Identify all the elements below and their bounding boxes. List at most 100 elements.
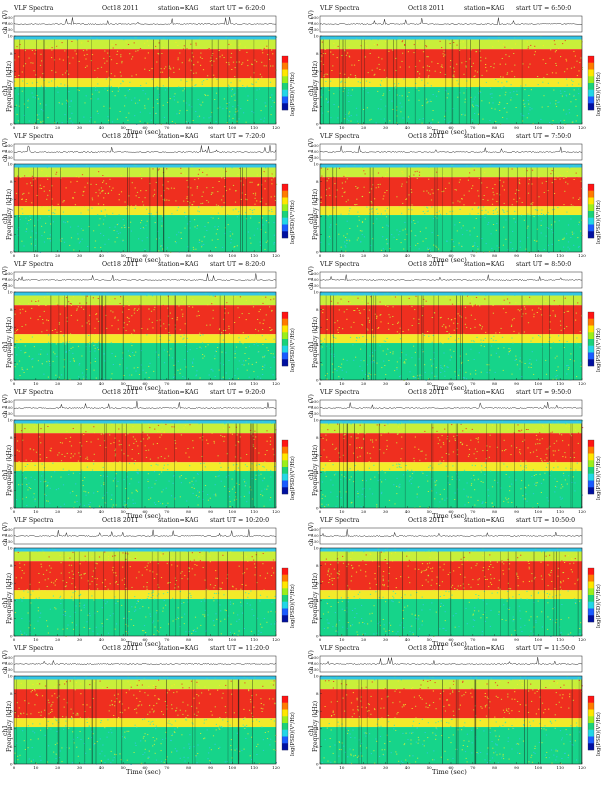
sferic-stripe (140, 295, 142, 380)
psd-cell (551, 182, 553, 184)
psd-cell (160, 456, 162, 458)
sferic-stripe (274, 423, 275, 508)
psd-cell (69, 492, 71, 494)
psd-cell (62, 201, 64, 203)
psd-cell (131, 492, 133, 494)
psd-cell (357, 187, 359, 189)
psd-cell (510, 99, 512, 101)
colorbar-segment (282, 480, 288, 488)
psd-cell (333, 355, 335, 357)
psd-cell (480, 339, 482, 341)
psd-cell (256, 200, 258, 202)
psd-cell (385, 374, 387, 376)
psd-cell (200, 347, 202, 349)
psd-cell (266, 469, 268, 471)
psd-cell (256, 61, 258, 63)
y-tick-label: 4 (10, 342, 13, 347)
psd-cell (239, 49, 241, 51)
psd-cell (230, 432, 232, 434)
psd-cell (115, 165, 117, 167)
psd-cell (21, 369, 23, 371)
psd-cell (263, 120, 265, 122)
psd-cell (274, 466, 276, 468)
psd-cell (247, 231, 249, 233)
psd-cell (226, 453, 228, 455)
psd-cell (346, 318, 348, 320)
psd-cell (567, 183, 569, 185)
psd-cell (262, 357, 264, 359)
psd-cell (167, 181, 169, 183)
psd-cell (149, 458, 151, 460)
psd-cell (174, 577, 176, 579)
psd-cell (400, 375, 402, 377)
psd-cell (334, 46, 336, 48)
psd-cell (557, 164, 559, 166)
psd-cell (345, 250, 347, 252)
psd-cell (520, 465, 522, 467)
psd-cell (66, 452, 68, 454)
psd-cell (387, 423, 389, 425)
psd-cell (500, 327, 502, 329)
y-tick-label: 0 (316, 505, 319, 510)
psd-cell (132, 499, 134, 501)
sferic-stripe (452, 39, 454, 124)
x-tick-label: 70 (470, 381, 476, 386)
x-tick-label: 40 (405, 509, 411, 514)
psd-cell (91, 197, 93, 199)
psd-cell (566, 233, 568, 235)
psd-cell (328, 89, 330, 91)
psd-cell (372, 293, 374, 295)
psd-cell (161, 491, 163, 493)
psd-cell (549, 336, 551, 338)
psd-cell (483, 345, 485, 347)
psd-cell (35, 300, 38, 302)
psd-cell (65, 102, 68, 104)
psd-cell (41, 463, 43, 465)
psd-cell (344, 241, 346, 243)
psd-cell (403, 78, 405, 80)
y-axis-label-top: ch 1 (V) (2, 266, 9, 290)
psd-cell (83, 378, 85, 380)
psd-cell (554, 51, 556, 53)
psd-cell (222, 195, 224, 197)
psd-cell (49, 190, 51, 192)
psd-cell (373, 360, 375, 362)
psd-cell (167, 469, 169, 471)
psd-cell (162, 304, 164, 306)
psd-cell (547, 244, 549, 246)
x-tick-label: 0 (319, 381, 322, 386)
psd-cell (524, 308, 526, 310)
psd-cell (435, 95, 438, 97)
psd-cell (467, 502, 470, 504)
psd-cell (132, 334, 134, 336)
panel-header: VLF Spectra Oct18 2011 station=KAG start UT… (14, 260, 292, 269)
psd-cell (513, 91, 515, 93)
psd-cell (385, 216, 388, 218)
psd-cell (195, 42, 197, 44)
psd-cell (120, 75, 122, 77)
psd-cell (420, 450, 422, 452)
psd-cell (106, 71, 108, 73)
psd-cell (257, 351, 259, 353)
psd-cell (393, 484, 395, 486)
psd-cell (514, 193, 516, 195)
psd-cell (98, 224, 100, 226)
psd-cell (45, 222, 47, 224)
psd-band (320, 87, 582, 124)
x-tick-label: 100 (535, 253, 543, 258)
psd-cell (70, 120, 72, 122)
psd-cell (222, 376, 224, 378)
psd-cell (96, 38, 98, 40)
psd-cell (209, 561, 211, 563)
psd-cell (323, 424, 325, 426)
psd-cell (481, 465, 483, 467)
x-tick-label: 60 (448, 381, 454, 386)
psd-cell (212, 309, 214, 311)
psd-cell (262, 365, 264, 367)
psd-cell (65, 341, 67, 343)
psd-cell (254, 197, 256, 199)
psd-cell (272, 177, 275, 179)
psd-cell (49, 47, 51, 49)
psd-cell (144, 105, 146, 107)
